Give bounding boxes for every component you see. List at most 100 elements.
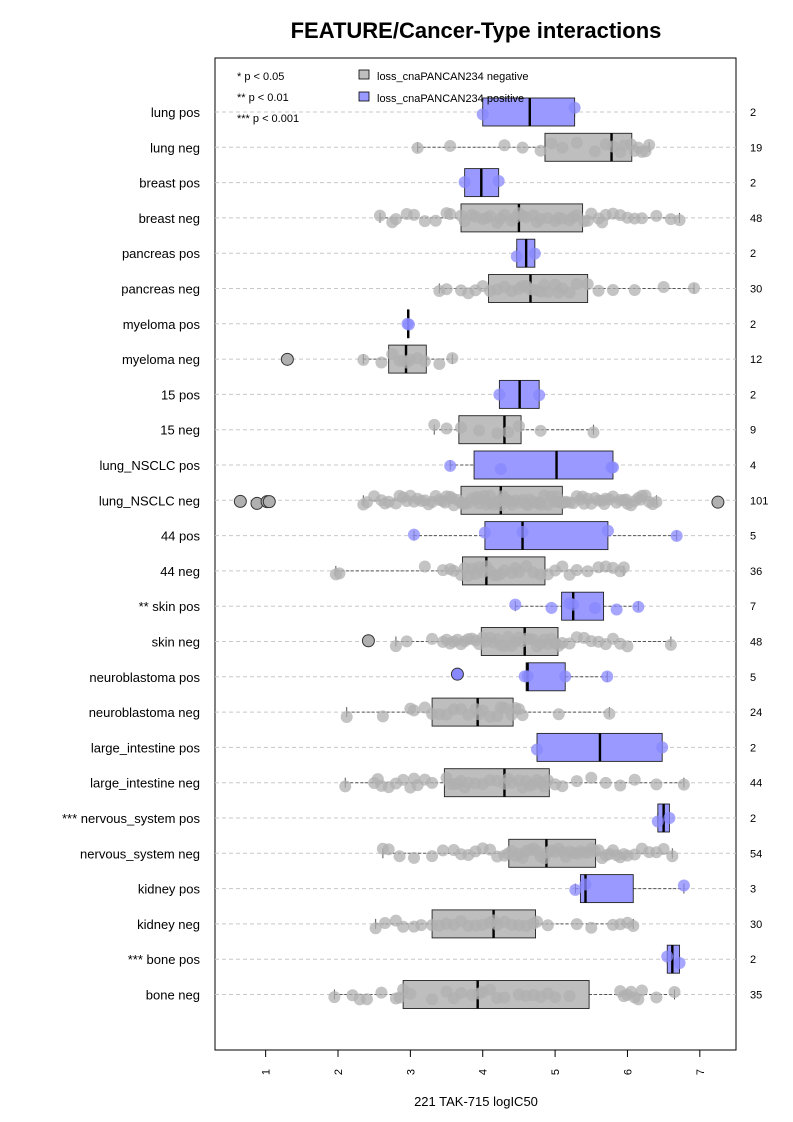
data-point bbox=[643, 138, 656, 151]
data-point bbox=[570, 775, 583, 788]
data-point bbox=[509, 598, 522, 611]
data-point bbox=[379, 917, 392, 930]
group-label: 44 pos bbox=[161, 529, 201, 544]
data-point bbox=[635, 212, 648, 225]
data-point bbox=[570, 918, 583, 931]
data-point bbox=[556, 780, 569, 793]
data-point bbox=[657, 843, 670, 856]
data-point bbox=[418, 355, 431, 368]
data-point bbox=[516, 141, 529, 154]
group-count: 4 bbox=[750, 460, 756, 472]
data-point bbox=[415, 919, 428, 932]
data-point bbox=[458, 176, 471, 189]
outlier-point bbox=[361, 634, 375, 648]
data-point bbox=[376, 710, 389, 723]
data-point bbox=[661, 950, 674, 963]
data-point bbox=[617, 139, 630, 152]
data-point bbox=[570, 278, 583, 291]
data-point bbox=[375, 356, 388, 369]
x-axis: 1 2 3 4 5 6 7 bbox=[261, 1049, 707, 1075]
group-label: ** skin pos bbox=[139, 599, 201, 614]
group-label: large_intestine pos bbox=[91, 740, 201, 755]
group-count: 2 bbox=[750, 389, 756, 401]
data-point bbox=[333, 567, 346, 580]
group-count: 2 bbox=[750, 954, 756, 966]
data-point bbox=[670, 529, 683, 542]
data-point bbox=[446, 352, 459, 365]
data-point bbox=[426, 850, 439, 863]
group-label: nervous_system neg bbox=[80, 846, 200, 861]
data-point bbox=[516, 709, 529, 722]
data-point bbox=[498, 139, 511, 152]
data-point bbox=[541, 919, 554, 932]
data-point bbox=[570, 563, 583, 576]
data-point bbox=[585, 921, 598, 934]
legend-swatch-positive bbox=[358, 91, 370, 102]
data-point bbox=[545, 137, 558, 150]
group-label: 15 neg bbox=[160, 423, 200, 438]
data-point bbox=[426, 993, 439, 1006]
significance-legend-1: * p < 0.05 bbox=[237, 71, 284, 83]
data-point bbox=[521, 670, 534, 683]
group-count: 2 bbox=[750, 107, 756, 119]
legend-swatch-negative bbox=[358, 69, 370, 80]
group-label: *** bone pos bbox=[128, 952, 201, 967]
data-point bbox=[569, 883, 582, 896]
group-label: breast pos bbox=[139, 176, 200, 191]
data-point bbox=[476, 108, 489, 121]
data-point bbox=[628, 284, 641, 297]
data-point bbox=[400, 495, 413, 508]
data-point bbox=[533, 496, 546, 509]
data-point bbox=[428, 418, 441, 431]
group-count: 35 bbox=[750, 990, 762, 1002]
data-point bbox=[407, 528, 420, 541]
data-point bbox=[563, 990, 576, 1003]
data-point bbox=[567, 598, 580, 611]
data-point bbox=[429, 214, 442, 227]
data-point bbox=[492, 174, 505, 187]
group-count: 36 bbox=[750, 566, 762, 578]
data-point bbox=[601, 670, 614, 683]
data-point bbox=[418, 560, 431, 573]
data-point bbox=[588, 602, 601, 615]
data-point bbox=[402, 318, 415, 331]
data-point bbox=[531, 915, 544, 928]
data-point bbox=[650, 991, 663, 1004]
group-label: lung neg bbox=[150, 140, 200, 155]
data-point bbox=[389, 640, 402, 653]
data-point bbox=[504, 495, 517, 508]
data-point bbox=[673, 956, 686, 969]
data-point bbox=[357, 353, 370, 366]
group-count: 3 bbox=[750, 884, 756, 896]
data-point bbox=[541, 286, 554, 299]
outlier-point bbox=[711, 495, 725, 509]
significance-legend-3: *** p < 0.001 bbox=[237, 113, 299, 125]
data-point bbox=[446, 492, 459, 505]
data-point bbox=[483, 983, 496, 996]
data-point bbox=[433, 357, 446, 370]
data-point bbox=[621, 640, 634, 653]
data-point bbox=[440, 283, 453, 296]
data-point bbox=[502, 426, 515, 439]
data-point bbox=[650, 778, 663, 791]
data-point bbox=[339, 780, 352, 793]
data-point bbox=[559, 670, 572, 683]
data-point bbox=[549, 991, 562, 1004]
data-point bbox=[407, 208, 420, 221]
x-tick-label: 6 bbox=[622, 1069, 634, 1075]
x-tick-label: 7 bbox=[695, 1069, 707, 1075]
legend: * p < 0.05 ** p < 0.01 *** p < 0.001 los… bbox=[237, 69, 528, 125]
data-point bbox=[677, 778, 690, 791]
data-point bbox=[418, 215, 431, 228]
group-count: 48 bbox=[750, 637, 762, 649]
data-point bbox=[397, 920, 410, 933]
data-point bbox=[614, 779, 627, 792]
data-point bbox=[579, 878, 592, 891]
data-point bbox=[620, 493, 633, 506]
group-label: large_intestine neg bbox=[90, 776, 200, 791]
data-point bbox=[556, 141, 569, 154]
data-point bbox=[673, 214, 686, 227]
data-point bbox=[568, 101, 581, 114]
group-label: myeloma pos bbox=[123, 317, 201, 332]
